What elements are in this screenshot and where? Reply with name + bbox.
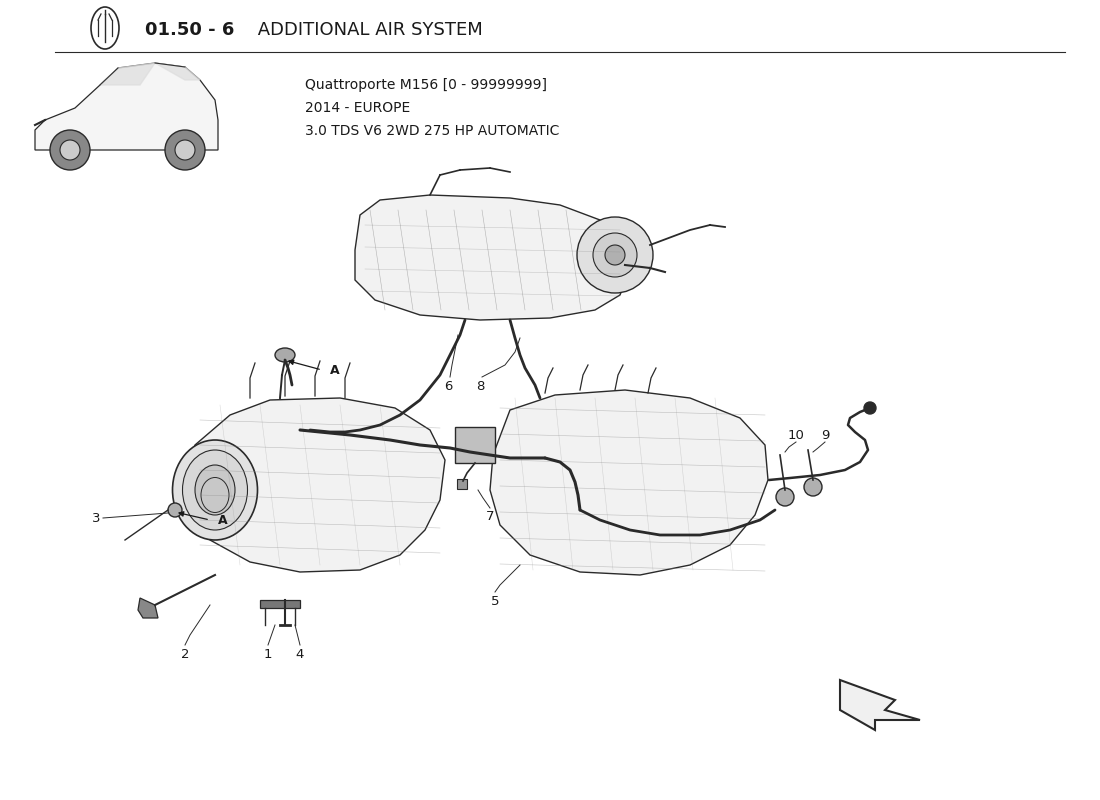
Circle shape xyxy=(175,140,195,160)
Text: 8: 8 xyxy=(476,380,484,393)
Text: A: A xyxy=(330,363,340,377)
Ellipse shape xyxy=(275,348,295,362)
Ellipse shape xyxy=(183,450,248,530)
Text: 3: 3 xyxy=(91,511,100,525)
Polygon shape xyxy=(455,427,495,463)
Polygon shape xyxy=(355,195,630,320)
Text: 6: 6 xyxy=(443,380,452,393)
Polygon shape xyxy=(260,600,300,608)
Text: 01.50 - 6: 01.50 - 6 xyxy=(145,21,234,39)
Polygon shape xyxy=(35,63,218,150)
Circle shape xyxy=(578,217,653,293)
Circle shape xyxy=(60,140,80,160)
Circle shape xyxy=(50,130,90,170)
Polygon shape xyxy=(155,63,200,80)
Circle shape xyxy=(168,503,182,517)
Text: 2014 - EUROPE: 2014 - EUROPE xyxy=(305,101,410,115)
Text: 7: 7 xyxy=(486,510,494,523)
Circle shape xyxy=(804,478,822,496)
Polygon shape xyxy=(185,398,446,572)
Polygon shape xyxy=(100,63,155,85)
Polygon shape xyxy=(490,390,768,575)
Text: 10: 10 xyxy=(788,429,804,442)
Polygon shape xyxy=(138,598,158,618)
Text: ADDITIONAL AIR SYSTEM: ADDITIONAL AIR SYSTEM xyxy=(252,21,483,39)
Polygon shape xyxy=(456,479,468,489)
Circle shape xyxy=(605,245,625,265)
Circle shape xyxy=(165,130,205,170)
Text: 1: 1 xyxy=(264,648,273,661)
Text: 2: 2 xyxy=(180,648,189,661)
Ellipse shape xyxy=(173,440,257,540)
Circle shape xyxy=(776,488,794,506)
Text: 5: 5 xyxy=(491,595,499,608)
Polygon shape xyxy=(840,680,920,730)
Text: Quattroporte M156 [0 - 99999999]: Quattroporte M156 [0 - 99999999] xyxy=(305,78,547,92)
Text: A: A xyxy=(218,514,228,526)
Text: 4: 4 xyxy=(296,648,305,661)
Circle shape xyxy=(864,402,876,414)
Text: 3.0 TDS V6 2WD 275 HP AUTOMATIC: 3.0 TDS V6 2WD 275 HP AUTOMATIC xyxy=(305,124,560,138)
Ellipse shape xyxy=(195,465,235,515)
Text: 9: 9 xyxy=(821,429,829,442)
Circle shape xyxy=(593,233,637,277)
